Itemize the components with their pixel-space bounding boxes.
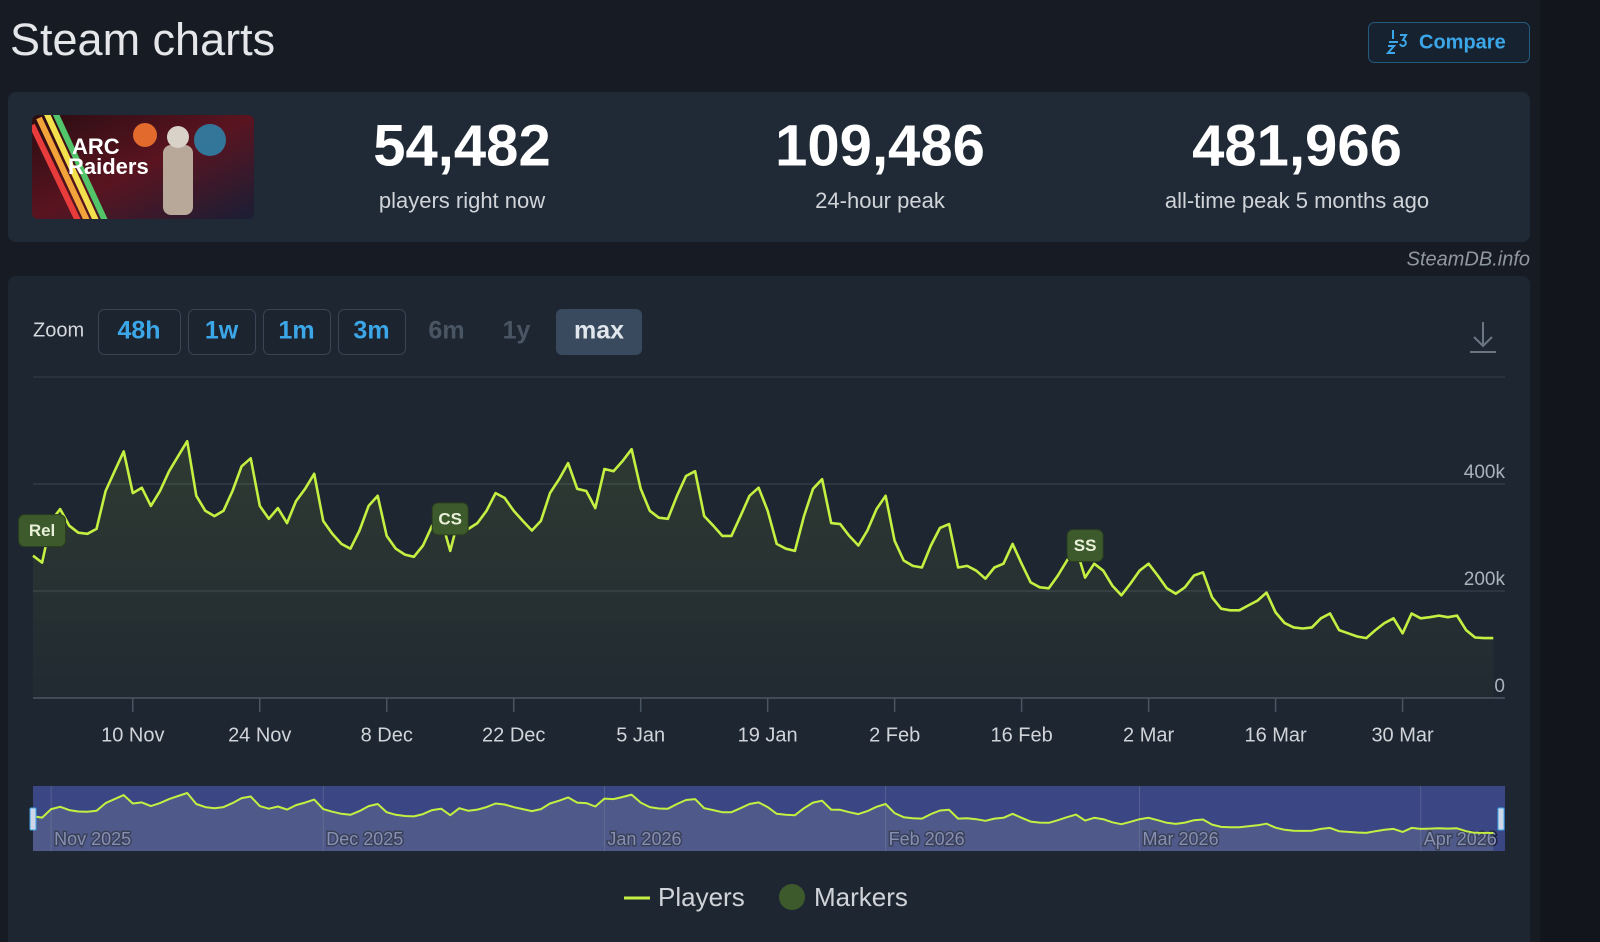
zoom-button-label[interactable]: 1w xyxy=(205,317,239,345)
x-tick-label: 2 Mar xyxy=(1123,724,1174,746)
credit[interactable]: SteamDB.info xyxy=(1407,248,1530,270)
zoom-button[interactable] xyxy=(188,309,256,355)
logo-text: Raiders xyxy=(68,154,149,179)
x-tick-label: 22 Dec xyxy=(482,724,545,746)
y-tick-label: 400k xyxy=(1464,462,1506,483)
zoom-button-label[interactable]: 1m xyxy=(278,317,314,345)
x-tick-label: 5 Jan xyxy=(616,724,665,746)
stat-label: 24-hour peak xyxy=(815,188,946,213)
y-tick-label: 200k xyxy=(1464,569,1506,590)
x-tick-label: 8 Dec xyxy=(361,724,413,746)
navigator-label: Feb 2026 xyxy=(889,829,965,849)
page-title: Steam charts xyxy=(10,14,275,65)
event-marker-label[interactable]: CS xyxy=(438,509,462,528)
x-tick-label: 10 Nov xyxy=(101,724,164,746)
legend-label[interactable]: Players xyxy=(658,882,745,912)
stats-panel xyxy=(8,92,1530,242)
compare-frame[interactable] xyxy=(1368,22,1530,63)
zoom-button-label[interactable]: 48h xyxy=(117,317,160,345)
legend-label[interactable]: Markers xyxy=(814,882,908,912)
navigator-line-area xyxy=(33,793,1494,851)
x-tick-label: 30 Mar xyxy=(1371,724,1434,746)
game-logo: ARC Raiders xyxy=(32,115,254,219)
event-marker[interactable] xyxy=(18,514,67,548)
zoom-button-label: 6m xyxy=(428,317,464,345)
x-tick-label: 2 Feb xyxy=(869,724,920,746)
y-tick-label: 0 xyxy=(1494,676,1505,697)
side-strip xyxy=(1540,0,1600,942)
zoom-button-label[interactable]: max xyxy=(574,317,624,345)
event-marker-label[interactable]: Rel xyxy=(29,521,55,540)
stat-value: 481,966 xyxy=(1192,113,1402,178)
zoom-button-label[interactable]: 3m xyxy=(353,317,389,345)
zoom-label: Zoom xyxy=(33,319,84,341)
x-tick-label: 19 Jan xyxy=(738,724,798,746)
navigator-label: Dec 2025 xyxy=(326,829,403,849)
legend-swatch xyxy=(779,884,805,910)
stat-label: players right now xyxy=(379,188,545,213)
x-tick-label: 16 Feb xyxy=(990,724,1052,746)
zoom-button[interactable] xyxy=(98,309,181,355)
navigator-handle[interactable] xyxy=(1497,807,1505,831)
x-tick-label: 24 Nov xyxy=(228,724,291,746)
compare-button[interactable]: Compare xyxy=(1368,22,1530,63)
event-marker-label[interactable]: SS xyxy=(1074,536,1097,555)
zoom-button[interactable] xyxy=(556,309,642,355)
navigator-line xyxy=(32,792,1494,834)
logo-text: ARC xyxy=(72,134,120,159)
navigator-handle[interactable] xyxy=(29,807,37,831)
zoom-button-label: 1y xyxy=(503,317,531,345)
event-marker[interactable] xyxy=(431,502,469,536)
stat-value: 109,486 xyxy=(775,113,985,178)
navigator-label: Mar 2026 xyxy=(1143,829,1219,849)
players-line xyxy=(32,439,1494,640)
stat-value: 54,482 xyxy=(373,113,550,178)
compare-label[interactable]: Compare xyxy=(1419,31,1506,53)
stat-label: all-time peak 5 months ago xyxy=(1165,188,1429,213)
navigator-window[interactable] xyxy=(33,786,1505,851)
players-line-area xyxy=(33,441,1494,698)
zoom-button[interactable] xyxy=(338,309,406,355)
event-marker[interactable] xyxy=(1066,529,1104,563)
download-icon[interactable] xyxy=(1470,322,1496,353)
compare-icon xyxy=(1385,30,1408,54)
navigator-label: Jan 2026 xyxy=(607,829,681,849)
x-tick-label: 16 Mar xyxy=(1244,724,1307,746)
zoom-button[interactable] xyxy=(263,309,331,355)
navigator-label: Nov 2025 xyxy=(54,829,131,849)
